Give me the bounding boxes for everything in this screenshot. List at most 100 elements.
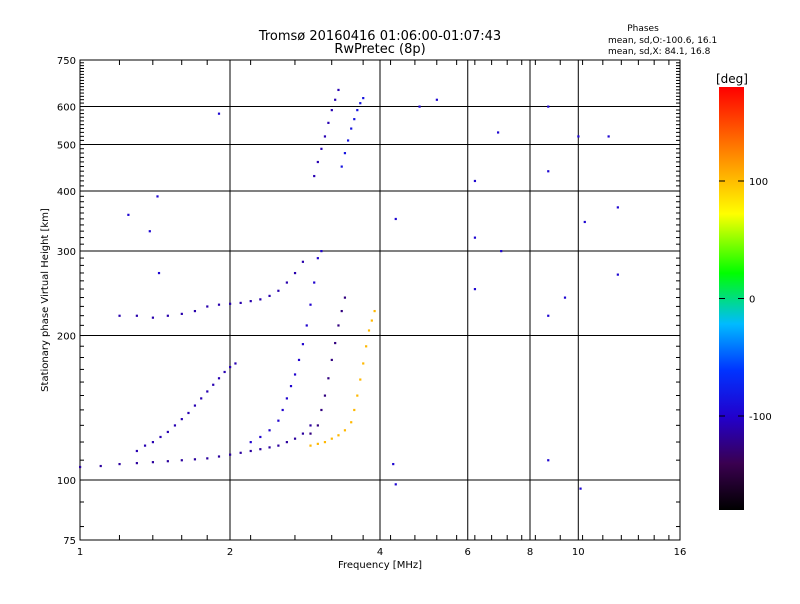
data-point	[563, 296, 567, 299]
x-tick-label: 1	[77, 547, 83, 558]
data-point	[285, 441, 288, 444]
data-point	[277, 419, 280, 422]
data-point	[346, 139, 350, 142]
data-point	[316, 160, 319, 164]
data-point	[309, 444, 312, 447]
x-tick-label: 16	[674, 547, 687, 558]
data-point	[327, 377, 330, 380]
x-tick-label: 2	[227, 547, 233, 558]
data-point	[249, 441, 252, 444]
data-point	[547, 314, 550, 317]
y-tick-label: 400	[57, 187, 76, 198]
data-point	[180, 459, 183, 462]
data-point	[309, 303, 312, 306]
x-tick-label: 6	[465, 547, 471, 558]
data-point	[313, 174, 316, 178]
colorbar-tick-label: 0	[749, 295, 755, 306]
data-point	[435, 98, 438, 101]
y-tick-label: 100	[57, 476, 76, 487]
y-tick-label: 750	[57, 56, 76, 67]
data-point	[259, 298, 262, 301]
data-point	[394, 217, 397, 221]
y-tick-label: 200	[57, 332, 76, 343]
data-point	[337, 88, 340, 92]
data-point	[337, 434, 340, 437]
data-point	[370, 319, 373, 322]
y-axis-label: Stationary phase Virtual Height [km]	[40, 208, 51, 392]
data-point	[340, 165, 343, 168]
data-point	[496, 131, 500, 134]
data-point	[547, 459, 550, 462]
data-point	[99, 464, 102, 468]
data-point	[200, 397, 203, 400]
data-point	[373, 309, 376, 313]
data-point	[353, 118, 356, 121]
data-point	[547, 170, 550, 173]
data-point	[249, 449, 252, 453]
data-point	[616, 273, 619, 276]
data-point	[206, 390, 209, 393]
data-point	[301, 432, 305, 435]
data-point	[135, 462, 138, 465]
data-point	[473, 236, 477, 239]
data-point	[320, 408, 323, 412]
data-point	[157, 271, 161, 275]
data-point	[313, 281, 316, 284]
data-point	[180, 312, 183, 315]
data-point	[547, 105, 550, 108]
data-point	[323, 394, 327, 397]
data-point	[316, 424, 319, 427]
data-point	[616, 206, 619, 209]
data-point	[359, 102, 362, 105]
data-point	[500, 250, 503, 253]
data-point	[305, 324, 308, 327]
data-point	[316, 442, 319, 445]
data-point	[118, 314, 121, 317]
data-point	[392, 462, 395, 466]
data-point	[249, 300, 252, 303]
data-point	[206, 457, 209, 460]
data-point	[234, 362, 237, 365]
data-point	[309, 432, 312, 435]
data-point	[206, 305, 209, 308]
data-points	[79, 88, 619, 490]
data-point	[340, 309, 343, 313]
data-point	[143, 444, 147, 447]
data-point	[268, 446, 271, 449]
x-tick-label: 4	[377, 547, 383, 558]
stats-line-o: mean, sd,O:-100.6, 16.1	[608, 36, 717, 46]
grid-lines	[80, 60, 680, 540]
data-point	[301, 260, 305, 263]
data-point	[327, 121, 330, 124]
data-point	[166, 430, 169, 434]
data-point	[297, 358, 301, 362]
y-tick-label: 600	[57, 103, 76, 114]
data-point	[343, 429, 347, 432]
data-point	[259, 448, 262, 451]
data-point	[293, 437, 297, 440]
colorbar-ticks: 100 0 -100	[719, 177, 772, 423]
data-point	[281, 408, 284, 412]
data-point	[293, 271, 297, 275]
data-point	[320, 147, 323, 150]
data-point	[159, 435, 162, 439]
data-point	[473, 179, 477, 183]
data-point	[367, 329, 371, 332]
data-point	[394, 483, 397, 486]
data-point	[309, 424, 312, 427]
data-point	[193, 458, 197, 461]
y-tick-label: 300	[57, 247, 76, 258]
data-point	[289, 384, 293, 388]
data-point	[343, 296, 347, 299]
minor-ticks	[80, 60, 680, 540]
x-axis-label: Frequency [MHz]	[338, 560, 422, 571]
data-point	[330, 109, 333, 112]
data-point	[229, 365, 232, 369]
data-point	[350, 127, 353, 130]
data-point	[151, 316, 155, 319]
data-point	[285, 397, 288, 400]
data-point	[579, 487, 582, 490]
x-tick-label: 8	[527, 547, 533, 558]
colorbar-tick-label: 100	[749, 177, 768, 188]
